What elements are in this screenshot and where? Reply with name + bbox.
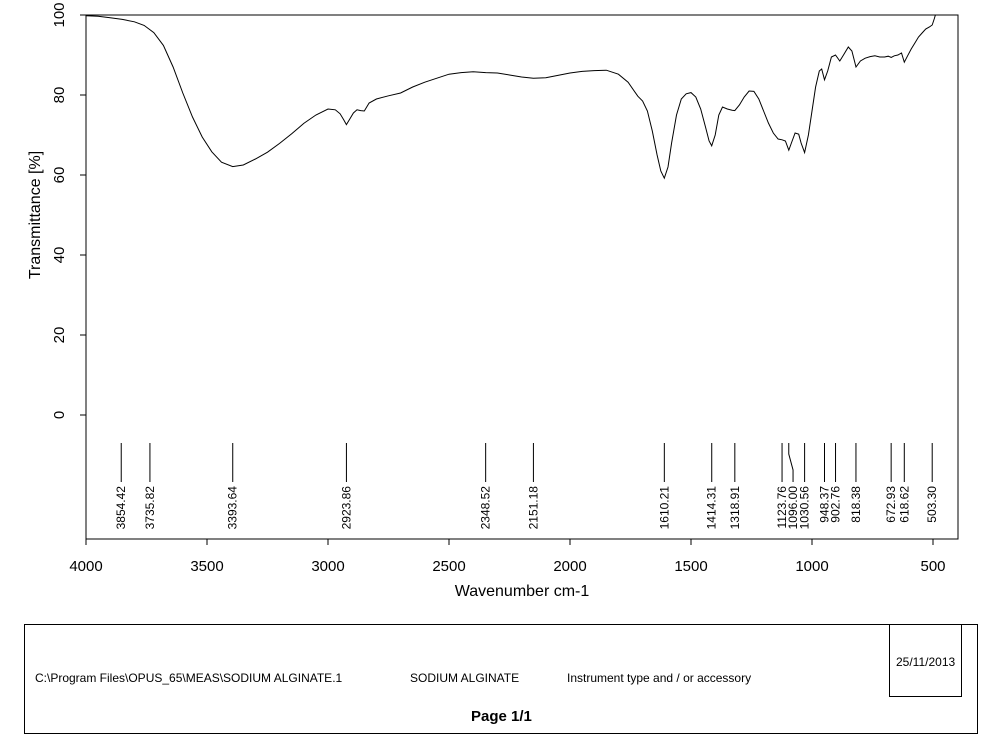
peak-label: 1030.56 [798,486,812,530]
y-tick-label: 20 [51,327,68,344]
y-tick-label: 80 [51,87,68,104]
peak-label: 1610.21 [657,486,671,530]
x-tick-label: 4000 [69,558,102,575]
peak-label: 818.38 [849,486,863,523]
y-axis-title: Transmittance [%] [27,151,44,279]
peak-label: 503.30 [925,486,939,523]
peak-label: 3854.42 [114,486,128,530]
report-footer: C:\Program Files\OPUS_65\MEAS\SODIUM ALG… [24,624,978,734]
ir-spectrum-chart: 4000 3500 3000 2500 2000 1500 1000 500 0 20 40 60 8… [27,2,959,600]
peak-label: 672.93 [884,486,898,523]
y-axis: 0 20 40 60 80 100 [51,2,86,419]
peak-markers: 3854.42 3735.82 3393.64 2923.86 2348.52 2151.… [114,443,939,529]
x-tick-label: 2000 [553,558,586,575]
x-tick-label: 2500 [432,558,465,575]
y-tick-label: 40 [51,247,68,264]
sample-name: SODIUM ALGINATE [410,671,520,685]
peak-label: 1414.31 [705,486,719,530]
peak-label: 1096.00 [786,486,800,530]
y-tick-label: 100 [51,2,68,27]
x-axis-title: Wavenumber cm-1 [455,583,590,600]
y-tick-label: 0 [51,411,68,419]
page-number: Page 1/1 [471,708,532,725]
x-tick-label: 500 [920,558,945,575]
peak-label: 948.37 [817,486,831,523]
peak-label: 2151.18 [526,486,540,530]
file-path: C:\Program Files\OPUS_65\MEAS\SODIUM ALG… [35,671,343,685]
x-tick-label: 3000 [311,558,344,575]
peak-marker-line [788,443,794,482]
x-tick-label: 1000 [795,558,828,575]
peak-label: 1123.76 [775,486,789,529]
instrument-info: Instrument type and / or accessory [567,671,752,685]
y-tick-label: 60 [51,167,68,184]
date-box: 25/11/2013 [889,624,962,697]
peak-label: 3393.64 [226,486,240,530]
peak-label: 2923.86 [339,486,353,530]
peak-label: 902.76 [829,486,843,523]
plot-frame [85,14,959,540]
peak-label: 3735.82 [143,486,157,530]
measurement-date: 25/11/2013 [896,655,956,669]
x-axis: 4000 3500 3000 2500 2000 1500 1000 500 [69,539,946,575]
spectrum-line [85,14,936,180]
peak-label: 1318.91 [728,486,742,530]
peak-label: 2348.52 [479,486,493,530]
x-tick-label: 1500 [674,558,707,575]
peak-label: 618.62 [897,486,911,523]
x-tick-label: 3500 [190,558,223,575]
